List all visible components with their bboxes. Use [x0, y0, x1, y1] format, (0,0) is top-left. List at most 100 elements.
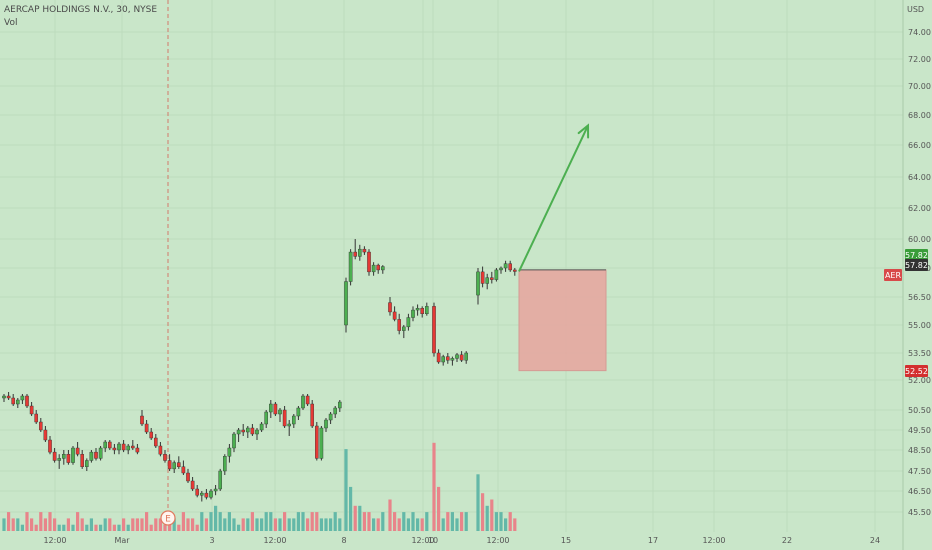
last-price-dark-badge-bg: [905, 259, 928, 271]
volume-bar: [158, 518, 162, 531]
volume-bar: [34, 524, 38, 531]
candle: [222, 454, 227, 475]
volume-bar: [499, 512, 503, 531]
candle: [420, 306, 425, 318]
volume-bar: [388, 499, 392, 531]
volume-bar: [420, 518, 424, 531]
candle: [388, 297, 392, 316]
time-tick-label: 12:00: [486, 536, 509, 545]
candle: [57, 454, 61, 469]
candle: [425, 302, 429, 316]
volume-bar: [250, 512, 254, 531]
candle-body: [513, 269, 517, 272]
candle: [227, 444, 232, 463]
candle: [71, 446, 75, 465]
candle-body: [144, 423, 149, 433]
candle: [144, 420, 149, 434]
candle: [195, 485, 200, 498]
candle-body: [130, 445, 135, 449]
earnings-event-marker[interactable]: E: [160, 510, 176, 526]
candle-body: [176, 462, 181, 468]
stop-level-badge-bg: [905, 365, 928, 377]
candle-body: [25, 395, 29, 407]
candle-body: [80, 454, 84, 468]
volume-bar: [131, 518, 135, 531]
candle-body: [503, 263, 508, 269]
price-tick-label: 66.00: [908, 141, 931, 150]
price-tick-label: 46.50: [908, 487, 931, 496]
candlesticks: [2, 239, 517, 502]
volume-bar: [186, 518, 190, 531]
volume-bar: [241, 518, 245, 531]
candle: [209, 489, 213, 500]
candle: [241, 424, 246, 436]
candle: [103, 440, 107, 453]
volume-bar: [411, 512, 415, 531]
candle-body: [315, 425, 319, 459]
candle-body: [402, 326, 406, 331]
event-marker-label: E: [165, 515, 171, 525]
volume-indicator-label[interactable]: Vol: [4, 18, 18, 28]
candle: [296, 406, 301, 420]
annotations[interactable]: E: [160, 123, 607, 526]
symbol-title[interactable]: AERCAP HOLDINGS N.V., 30, NYSE: [4, 5, 158, 15]
candle-body: [508, 263, 513, 271]
candle-body: [485, 277, 490, 284]
candle-body: [425, 306, 429, 315]
volume-bar: [476, 474, 480, 531]
candle: [245, 426, 250, 438]
candle-body: [135, 447, 140, 453]
volume-bar: [181, 512, 185, 531]
volume-bar: [324, 518, 328, 531]
candle: [39, 418, 43, 432]
candle: [75, 442, 80, 457]
candle: [503, 260, 508, 272]
volume-bar: [393, 512, 397, 531]
candle: [204, 489, 209, 500]
volume-bar: [376, 518, 380, 531]
candle-body: [436, 352, 441, 363]
volume-bar: [287, 518, 291, 531]
candle-body: [480, 271, 485, 284]
candle-body: [245, 427, 250, 433]
candle-body: [149, 431, 154, 439]
risk-box[interactable]: [518, 269, 607, 372]
volume-bar: [269, 512, 273, 531]
trend-arrow-line[interactable]: [518, 125, 589, 272]
candle-body: [84, 460, 89, 467]
candle-body: [476, 271, 480, 296]
candle-body: [287, 423, 292, 427]
candle-body: [241, 429, 246, 433]
volume-bar: [273, 518, 277, 531]
candle-body: [94, 451, 98, 459]
candle-body: [269, 403, 273, 413]
candle-body: [264, 411, 269, 425]
candle-body: [446, 356, 450, 361]
candle-body: [167, 460, 172, 470]
volume-bar: [48, 512, 52, 531]
candle-body: [172, 462, 177, 470]
candle-body: [397, 319, 402, 331]
price-tick-label: 48.50: [908, 446, 931, 455]
price-tick-label: 62.00: [908, 204, 931, 213]
candle-body: [29, 405, 34, 415]
candle-body: [232, 433, 236, 449]
candle: [436, 349, 441, 364]
candle-body: [358, 248, 362, 257]
volume-bar: [264, 512, 268, 531]
candle-body: [218, 470, 223, 490]
volume-bar: [30, 518, 34, 531]
candle: [2, 394, 6, 402]
candle: [259, 422, 264, 432]
volume-bar: [122, 518, 126, 531]
volume-bar: [416, 518, 420, 531]
volume-bar: [117, 524, 121, 531]
volume-bar: [11, 518, 15, 531]
volume-bar: [85, 524, 89, 531]
candle: [25, 394, 29, 408]
candle: [186, 468, 190, 483]
candle: [324, 418, 328, 432]
candle-body: [195, 488, 200, 496]
